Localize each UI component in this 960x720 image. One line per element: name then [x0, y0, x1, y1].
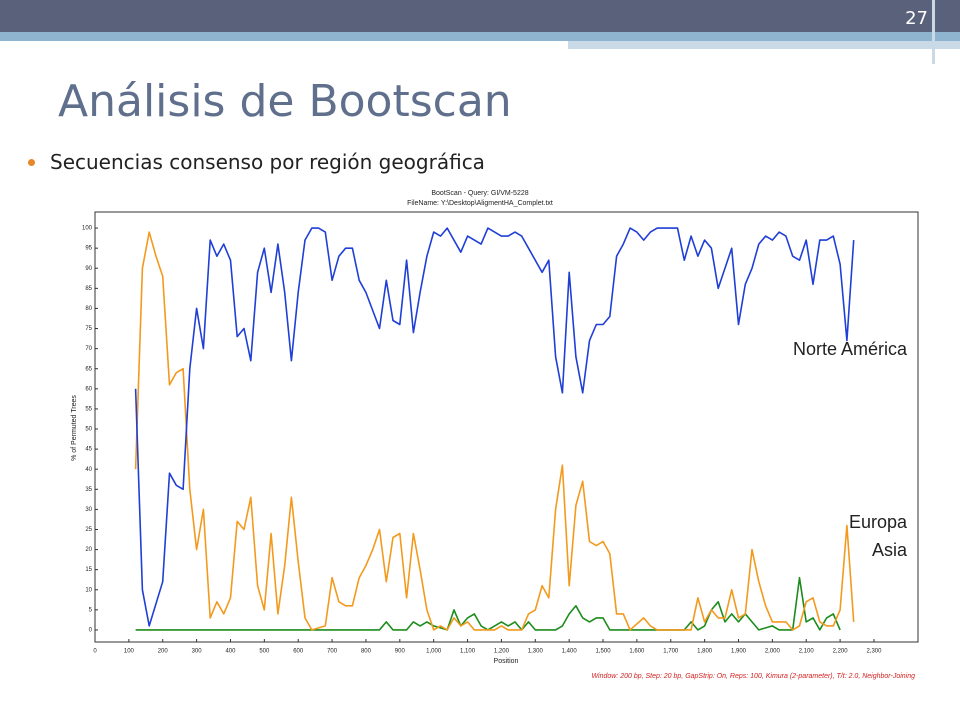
chart-subtitle: FileName: Y:\Desktop\AligmentHA_Complet.… — [407, 200, 553, 207]
x-tick-label: 300 — [192, 649, 203, 655]
x-tick-label: 600 — [293, 649, 304, 655]
header-bar — [0, 0, 960, 32]
chart-title: BootScan - Query: GI/VM-5228 — [431, 190, 528, 197]
x-tick-label: 1,800 — [697, 649, 713, 655]
y-tick-label: 85 — [85, 286, 92, 292]
y-tick-label: 25 — [85, 527, 92, 533]
x-tick-label: 100 — [124, 649, 135, 655]
legend-label: Norte América — [793, 339, 908, 359]
y-tick-label: 75 — [85, 326, 92, 332]
x-tick-label: 1,600 — [629, 649, 645, 655]
bullet-text: Secuencias consenso por región geográfic… — [50, 150, 485, 174]
y-tick-label: 5 — [89, 607, 93, 613]
x-tick-label: 1,500 — [596, 649, 612, 655]
y-axis-label: % of Permuted Trees — [71, 395, 78, 461]
y-tick-label: 0 — [89, 628, 93, 634]
legend-label: Europa — [849, 512, 908, 532]
y-tick-label: 40 — [85, 467, 92, 473]
header-rule — [932, 0, 935, 64]
y-tick-label: 95 — [85, 246, 92, 252]
footnote: Window: 200 bp, Step: 20 bp, GapStrip: O… — [591, 673, 915, 680]
y-tick-label: 65 — [85, 366, 92, 372]
y-tick-label: 90 — [85, 266, 92, 272]
x-tick-label: 1,400 — [562, 649, 578, 655]
bullet-dot — [28, 159, 35, 166]
legend-label: Asia — [872, 540, 908, 560]
x-tick-label: 2,200 — [833, 649, 849, 655]
x-tick-label: 0 — [93, 649, 97, 655]
y-tick-label: 60 — [85, 386, 92, 392]
series-line — [134, 231, 855, 631]
x-tick-label: 800 — [361, 649, 372, 655]
header-stripe — [568, 41, 960, 49]
x-tick-label: 1,700 — [663, 649, 679, 655]
y-tick-label: 30 — [85, 507, 92, 513]
y-tick-label: 55 — [85, 406, 92, 412]
series-line — [134, 227, 855, 627]
y-tick-label: 70 — [85, 346, 92, 352]
y-tick-label: 80 — [85, 306, 92, 312]
x-tick-label: 1,100 — [460, 649, 476, 655]
x-tick-label: 400 — [225, 649, 236, 655]
y-tick-label: 20 — [85, 547, 92, 553]
chart-background — [62, 184, 930, 686]
x-tick-label: 1,000 — [426, 649, 442, 655]
y-tick-label: 15 — [85, 567, 92, 573]
y-tick-label: 45 — [85, 447, 92, 453]
y-tick-label: 35 — [85, 487, 92, 493]
y-tick-label: 50 — [85, 427, 92, 433]
x-tick-label: 2,100 — [799, 649, 815, 655]
x-tick-label: 2,000 — [765, 649, 781, 655]
x-tick-label: 900 — [395, 649, 406, 655]
x-tick-label: 200 — [158, 649, 169, 655]
plot-frame — [94, 211, 919, 643]
x-axis-label: Position — [494, 658, 519, 665]
x-tick-label: 2,300 — [866, 649, 882, 655]
y-tick-label: 10 — [85, 587, 92, 593]
slide-title: Análisis de Bootscan — [58, 76, 512, 127]
header-stripe — [0, 32, 960, 41]
x-tick-label: 1,900 — [731, 649, 747, 655]
x-tick-label: 1,200 — [494, 649, 510, 655]
slide-number: 27 — [905, 8, 928, 29]
y-tick-label: 100 — [82, 226, 93, 232]
x-tick-label: 1,300 — [528, 649, 544, 655]
x-tick-label: 700 — [327, 649, 338, 655]
x-tick-label: 500 — [259, 649, 270, 655]
